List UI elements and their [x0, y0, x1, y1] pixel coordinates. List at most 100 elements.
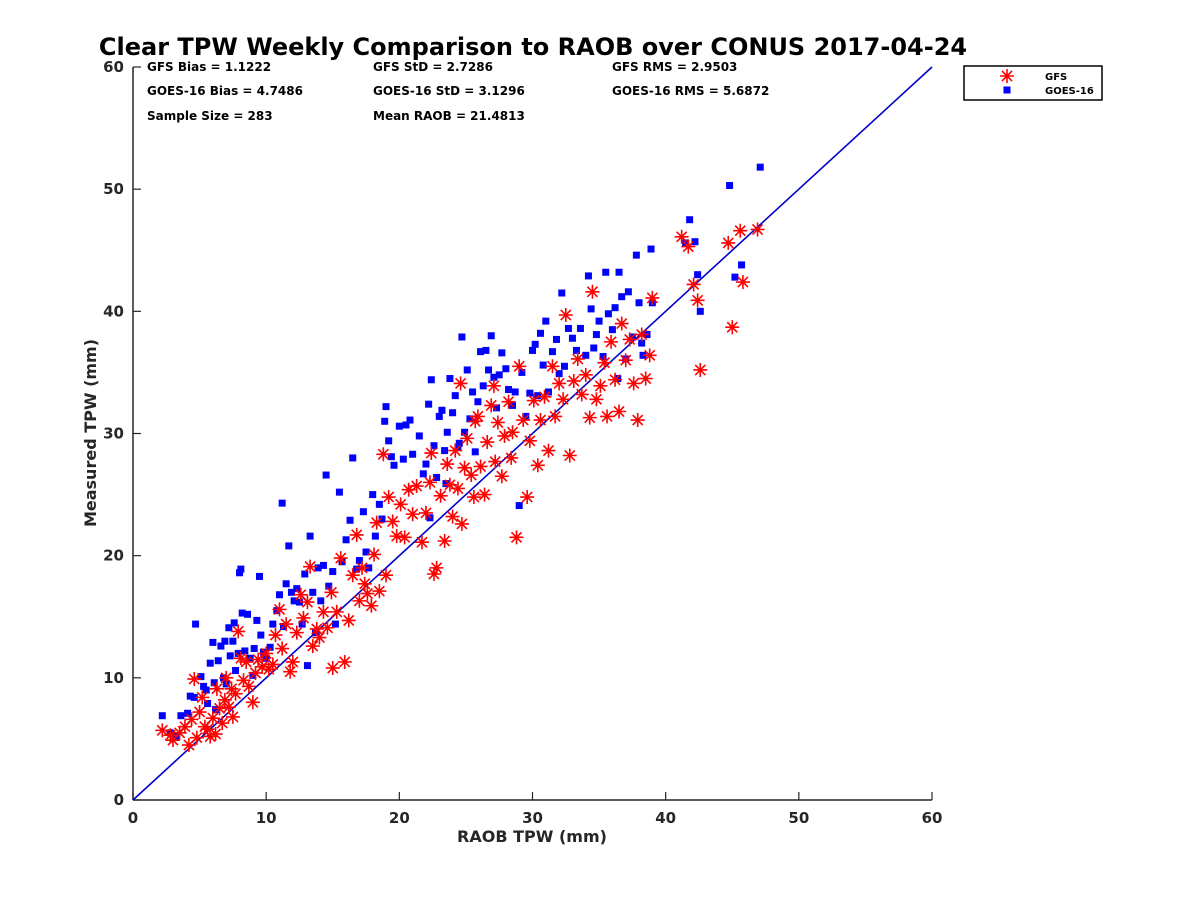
gfs-point — [279, 617, 294, 632]
goes16-point — [415, 432, 423, 440]
y-tick-label: 10 — [103, 669, 124, 687]
legend-gfs-marker — [1000, 69, 1014, 83]
goes16-point — [595, 317, 603, 325]
goes16-point — [422, 460, 430, 468]
gfs-point — [468, 414, 483, 429]
goes16-point — [381, 417, 389, 425]
gfs-point — [187, 672, 202, 687]
goes16-point — [505, 386, 513, 394]
goes16-point — [177, 712, 185, 720]
gfs-point — [239, 654, 254, 669]
gfs-point — [589, 392, 604, 407]
gfs-point — [381, 490, 396, 505]
y-tick-label: 20 — [103, 547, 124, 565]
stat-text: GFS Bias = 1.1222 — [147, 60, 271, 74]
y-tick-label: 0 — [114, 791, 124, 809]
gfs-point — [312, 630, 327, 645]
goes16-point — [469, 388, 477, 396]
goes16-point — [221, 637, 229, 645]
gfs-point — [512, 359, 527, 374]
gfs-point — [259, 646, 274, 661]
goes16-point — [385, 437, 393, 445]
chart-title: Clear TPW Weekly Comparison to RAOB over… — [99, 33, 967, 61]
goes16-point — [353, 565, 361, 573]
goes16-point — [458, 333, 466, 341]
gfs-point — [341, 613, 356, 628]
goes16-point — [587, 305, 595, 313]
gfs-point — [520, 490, 535, 505]
series-gfs — [155, 222, 765, 753]
gfs-point — [622, 332, 637, 347]
gfs-point — [582, 410, 597, 425]
gfs-point — [352, 593, 367, 608]
goes16-point — [498, 349, 506, 357]
goes16-point — [346, 516, 354, 524]
goes16-point — [158, 712, 166, 720]
gfs-point — [397, 530, 412, 545]
gfs-point — [414, 535, 429, 550]
goes16-point — [225, 624, 233, 632]
goes16-point — [303, 662, 311, 670]
gfs-point — [541, 443, 556, 458]
y-tick-label: 60 — [103, 58, 124, 76]
goes16-point — [329, 568, 337, 576]
gfs-point — [608, 372, 623, 387]
gfs-point — [409, 479, 424, 494]
gfs-point — [442, 477, 457, 492]
goes16-point — [515, 502, 523, 510]
gfs-point — [537, 389, 552, 404]
y-tick-label: 50 — [103, 180, 124, 198]
gfs-point — [618, 353, 633, 368]
gfs-point — [305, 639, 320, 654]
gfs-point — [405, 507, 420, 522]
gfs-point — [241, 679, 256, 694]
goes16-point — [335, 488, 343, 496]
goes16-point — [552, 335, 560, 343]
goes16-point — [568, 334, 576, 342]
goes16-point — [590, 344, 598, 352]
gfs-point — [634, 327, 649, 342]
x-tick-label: 40 — [655, 809, 676, 827]
goes16-point — [390, 461, 398, 469]
goes16-point — [438, 406, 446, 414]
gfs-point — [316, 604, 331, 619]
stat-text: GOES-16 RMS = 5.6872 — [612, 84, 769, 98]
goes16-point — [455, 439, 463, 447]
goes16-point — [618, 293, 626, 301]
stat-text: GFS RMS = 2.9503 — [612, 60, 737, 74]
legend-label: GOES-16 — [1045, 86, 1094, 97]
gfs-point — [509, 530, 524, 545]
gfs-point — [490, 415, 505, 430]
gfs-point — [445, 509, 460, 524]
goes16-point — [186, 692, 194, 700]
stat-text: GFS StD = 2.7286 — [373, 60, 493, 74]
goes16-point — [502, 365, 510, 373]
goes16-point — [206, 659, 214, 667]
goes16-point — [604, 310, 612, 318]
gfs-point — [477, 487, 492, 502]
gfs-point — [725, 320, 740, 335]
goes16-point — [210, 679, 218, 687]
goes16-point — [572, 346, 580, 354]
x-tick-label: 50 — [788, 809, 809, 827]
gfs-point — [255, 659, 270, 674]
goes16-point — [443, 428, 451, 436]
gfs-point — [429, 560, 444, 575]
gfs-point — [309, 621, 324, 636]
goes16-point — [433, 473, 441, 481]
gfs-point — [189, 730, 204, 745]
goes16-point — [624, 288, 632, 296]
gfs-point — [205, 711, 220, 726]
gfs-point — [300, 595, 315, 610]
gfs-point — [367, 547, 382, 562]
gfs-point — [626, 376, 641, 391]
gfs-point — [733, 223, 748, 238]
goes16-point — [409, 450, 417, 458]
goes16-point — [493, 404, 501, 412]
gfs-point — [690, 293, 705, 308]
goes16-point — [273, 607, 281, 615]
goes16-point — [638, 339, 646, 347]
goes16-point — [474, 398, 482, 406]
goes16-point — [287, 588, 295, 596]
gfs-point — [376, 447, 391, 462]
